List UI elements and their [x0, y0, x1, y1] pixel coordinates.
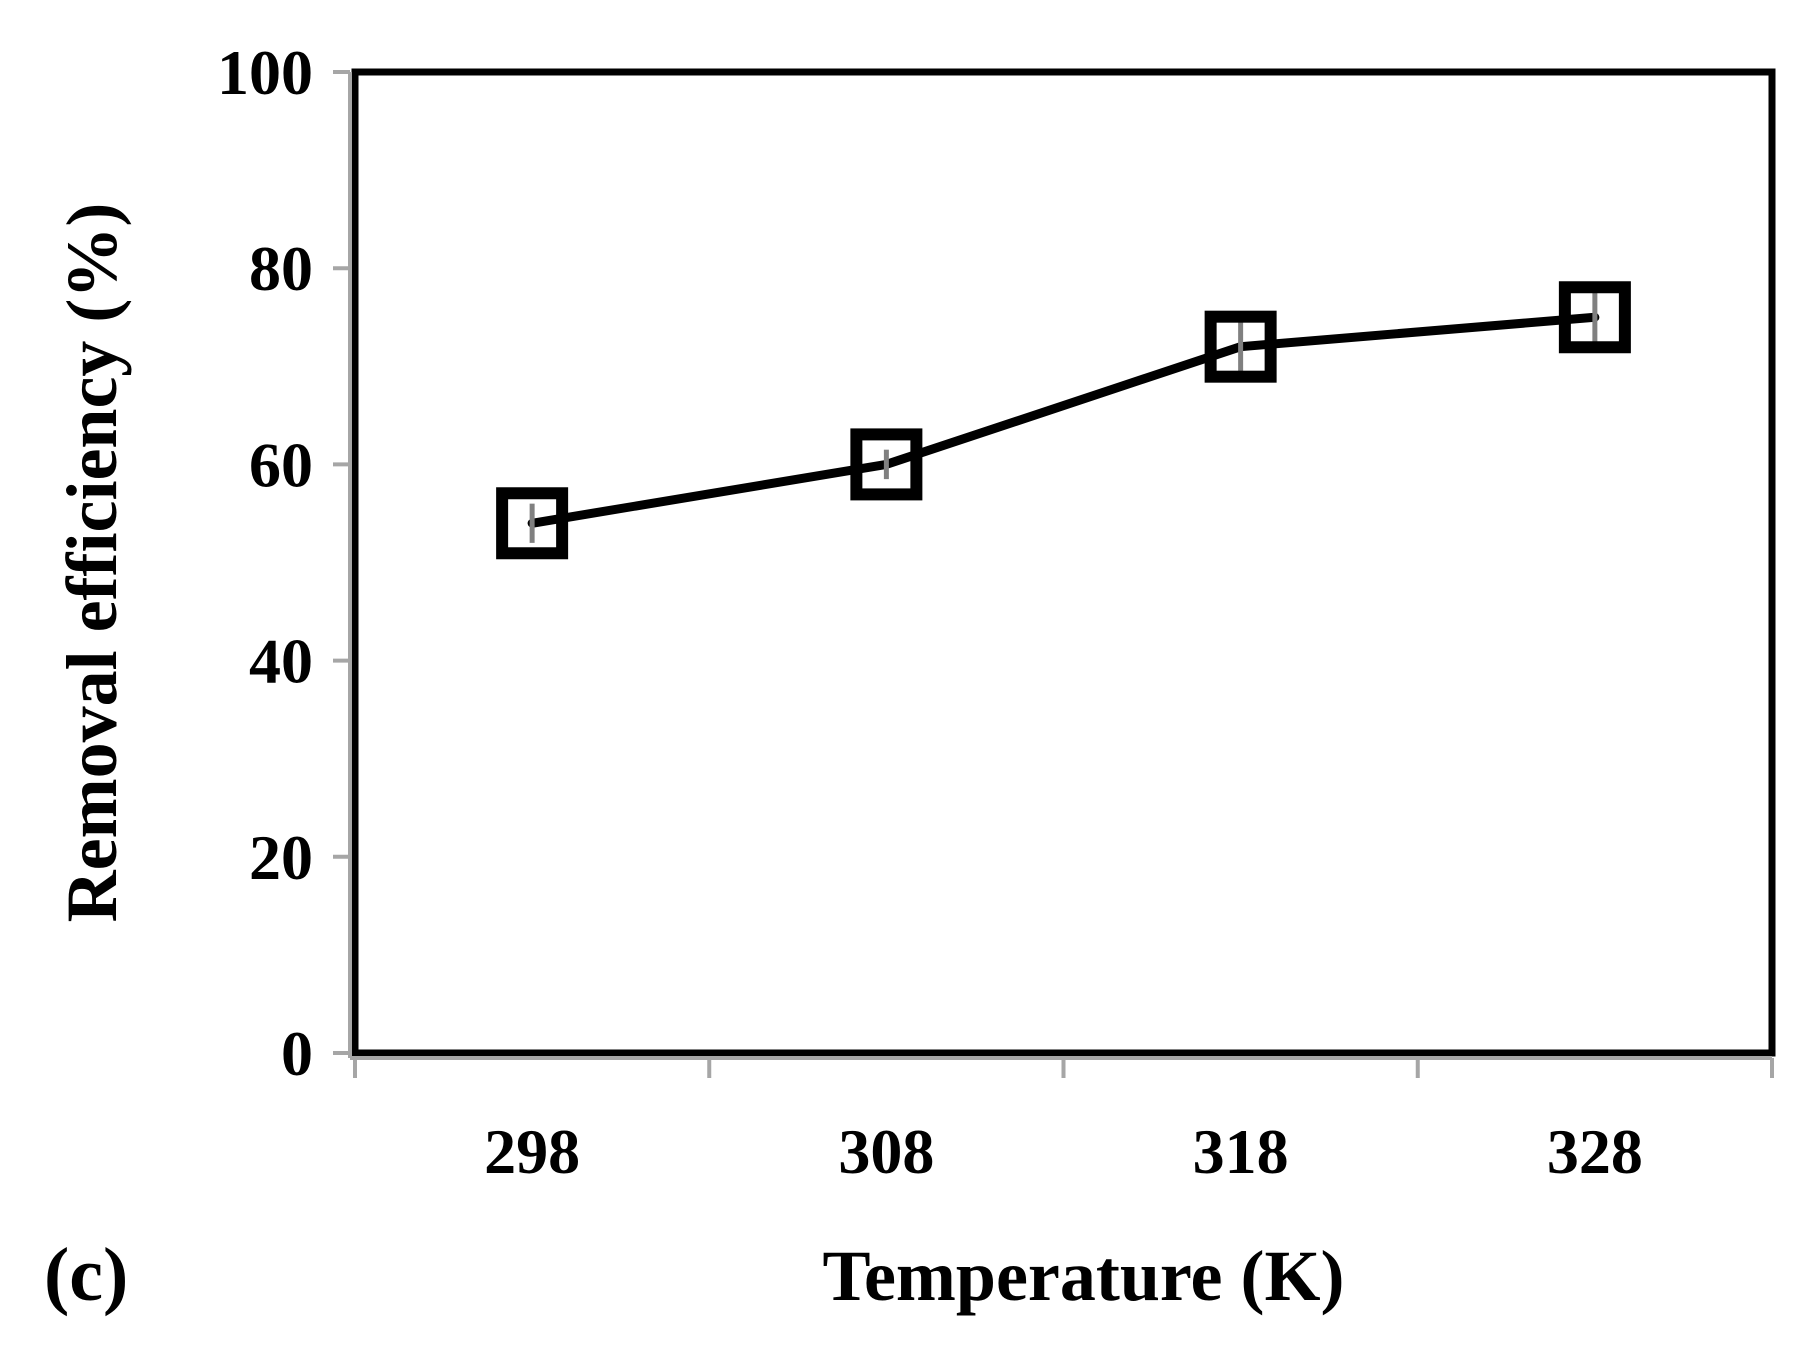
series-line-0: [527, 312, 1600, 528]
y-axis-title: Removal efficiency (%): [52, 203, 132, 923]
data-point-298: [496, 487, 569, 560]
plot-frame: [351, 68, 1776, 1057]
x-tick-label-318: 318: [1193, 1116, 1289, 1187]
x-ticks: 298 308 318 328: [353, 1058, 1774, 1187]
y-tick-label-20: 20: [249, 822, 313, 893]
x-tick-label-308: 308: [838, 1116, 934, 1187]
plot-area: [351, 68, 1776, 1057]
y-tick-label-40: 40: [249, 626, 313, 697]
x-tick-label-298: 298: [484, 1116, 580, 1187]
series-layer: [496, 281, 1631, 560]
y-tick-label-80: 80: [249, 233, 313, 304]
x-tick-label-328: 328: [1547, 1116, 1643, 1187]
data-point-328: [1558, 281, 1631, 354]
y-tick-label-100: 100: [217, 37, 313, 108]
x-axis-title: Temperature (K): [823, 1236, 1345, 1316]
y-tick-label-60: 60: [249, 429, 313, 500]
data-point-318: [1204, 310, 1277, 383]
panel-label: (c): [44, 1233, 128, 1317]
data-point-308: [850, 428, 923, 501]
y-ticks: 0 20 40 60 80 100: [217, 37, 350, 1089]
y-tick-label-0: 0: [281, 1018, 313, 1089]
